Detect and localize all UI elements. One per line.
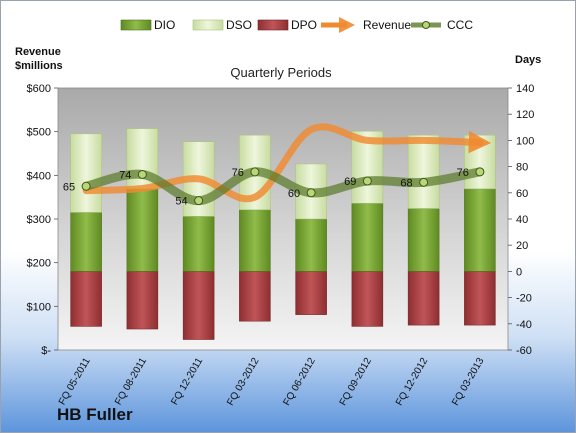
- legend-label: DIO: [154, 18, 175, 32]
- right-axis-tick-label: 100: [516, 135, 534, 147]
- x-axis-tick-label: FQ 12-2011: [169, 356, 205, 407]
- x-axis-tick-label: FQ 05-2011: [57, 356, 93, 407]
- bar-dso: [407, 134, 440, 209]
- left-axis-title-line2: $millions: [15, 60, 63, 72]
- left-axis-tick-label: $200: [27, 258, 51, 270]
- bar-dio: [464, 188, 496, 272]
- bar-dio: [295, 218, 327, 272]
- right-axis-tick-label: 120: [516, 109, 534, 121]
- ccc-point: [306, 188, 316, 198]
- legend-label: DSO: [226, 18, 252, 32]
- right-axis-tick-label: 20: [516, 240, 528, 252]
- ccc-data-label: 76: [232, 167, 244, 179]
- ccc-point: [137, 169, 147, 179]
- bar-dio: [126, 188, 159, 272]
- left-axis-tick-label: $600: [27, 83, 51, 95]
- bar-dpo: [295, 271, 327, 315]
- ccc-data-label: 54: [175, 196, 187, 208]
- chart-title: Quarterly Periods: [230, 65, 332, 80]
- right-axis-tick-label: 140: [516, 83, 534, 95]
- legend-label: Revenue: [363, 18, 411, 32]
- company-name: HB Fuller: [57, 405, 133, 424]
- ccc-data-label: 69: [344, 176, 356, 188]
- bar-dio: [407, 208, 440, 272]
- bar-dpo: [407, 271, 440, 326]
- bar-dpo: [70, 271, 102, 327]
- bar-dpo: [464, 271, 496, 326]
- legend-label: CCC: [447, 18, 473, 32]
- right-axis-title: Days: [515, 54, 542, 66]
- x-axis-tick-label: FQ 08-2011: [113, 356, 149, 407]
- legend-marker: [422, 21, 430, 29]
- bar-dpo: [239, 271, 271, 322]
- right-axis-tick-label: 0: [516, 266, 522, 278]
- bar-dio: [70, 212, 102, 272]
- ccc-data-label: 68: [400, 177, 412, 189]
- bar-dio: [239, 209, 271, 272]
- legend-swatch: [257, 19, 289, 31]
- x-axis-tick-label: FQ 12-2012: [394, 356, 430, 408]
- legend-swatch: [192, 19, 224, 31]
- bar-dio: [351, 203, 384, 272]
- ccc-point: [81, 181, 91, 191]
- bar-dpo: [126, 271, 159, 330]
- x-axis-tick-label: FQ 06-2012: [282, 356, 318, 408]
- left-axis-tick-label: $-: [41, 345, 51, 357]
- legend-swatch: [120, 19, 152, 31]
- ccc-data-label: 74: [119, 169, 131, 181]
- ccc-point: [419, 177, 429, 187]
- legend-label: DPO: [291, 18, 317, 32]
- right-axis-tick-label: -20: [516, 293, 532, 305]
- ccc-data-label: 65: [63, 181, 75, 193]
- bar-dpo: [182, 271, 215, 340]
- ccc-point: [362, 176, 372, 186]
- ccc-line: [81, 167, 485, 206]
- ccc-point: [250, 167, 260, 177]
- x-axis-tick-label: FQ 03-2012: [225, 356, 261, 408]
- right-axis-tick-label: -40: [516, 319, 532, 331]
- x-axis-tick-label: FQ 03-2013: [450, 356, 486, 408]
- left-axis-title-line1: Revenue: [15, 46, 61, 58]
- bar-dso: [70, 133, 102, 213]
- ccc-data-label: 76: [457, 167, 469, 179]
- bar-dpo: [351, 271, 384, 327]
- left-axis-tick-label: $400: [27, 170, 51, 182]
- right-axis-tick-label: 60: [516, 188, 528, 200]
- bar-dio: [182, 216, 215, 272]
- revenue-line: [82, 123, 492, 203]
- left-axis-tick-label: $300: [27, 214, 51, 226]
- left-axis-tick-label: $500: [27, 127, 51, 139]
- ccc-point: [475, 167, 485, 177]
- left-axis-title: Revenue $millions: [15, 45, 63, 73]
- plot-area: [57, 87, 509, 351]
- ccc-data-label: 60: [288, 188, 300, 200]
- left-axis-tick-label: $100: [27, 301, 51, 313]
- right-axis-tick-label: 40: [516, 214, 528, 226]
- right-axis-tick-label: -60: [516, 345, 532, 357]
- right-axis-tick-label: 80: [516, 162, 528, 174]
- x-axis-tick-label: FQ 09-2012: [338, 356, 374, 408]
- ccc-point: [194, 196, 204, 206]
